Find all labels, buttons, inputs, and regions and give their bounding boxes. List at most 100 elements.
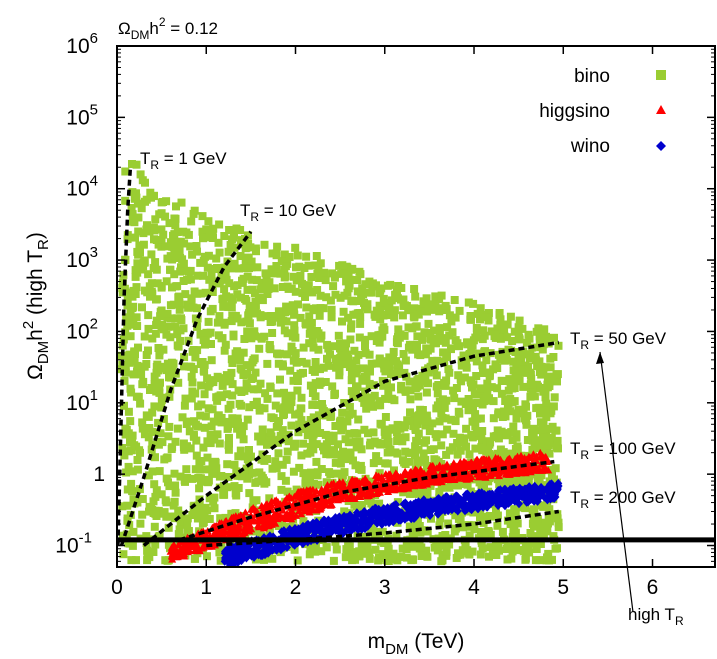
bino-point xyxy=(132,556,140,565)
bino-point xyxy=(543,527,552,536)
bino-point xyxy=(392,531,401,540)
bino-point xyxy=(199,256,208,265)
bino-point xyxy=(199,271,208,280)
wino-point xyxy=(520,491,529,501)
wino-point xyxy=(453,506,462,516)
wino-point xyxy=(403,504,412,514)
bino-point xyxy=(176,337,185,345)
bino-point xyxy=(265,341,274,349)
bino-point xyxy=(172,202,180,211)
bino-point xyxy=(548,439,557,448)
bino-point xyxy=(165,392,174,401)
bino-point xyxy=(357,445,366,454)
bino-point xyxy=(532,545,541,553)
bino-point xyxy=(159,230,168,239)
bino-point xyxy=(494,333,503,342)
bino-point xyxy=(412,341,420,349)
higgsino-point xyxy=(540,464,549,472)
bino-point xyxy=(244,253,253,262)
bino-point xyxy=(347,376,356,385)
bino-point xyxy=(251,478,260,487)
bino-point xyxy=(135,485,144,494)
bino-point xyxy=(540,425,549,434)
bino-point xyxy=(224,417,233,426)
bino-point xyxy=(430,455,439,464)
higgsino-point xyxy=(443,463,452,471)
bino-point xyxy=(531,356,540,365)
higgsino-point xyxy=(172,545,181,553)
axis-ticks: 0 1 2 3 4 5 6 10-1 1 101 102 103 104 105 106 xyxy=(55,30,715,599)
bino-point xyxy=(485,552,493,561)
bino-point xyxy=(311,358,320,366)
bino-point xyxy=(204,217,213,226)
bino-point xyxy=(162,474,171,483)
bino-point xyxy=(248,331,257,340)
bino-point xyxy=(220,320,229,329)
bino-point xyxy=(186,242,195,251)
wino-point xyxy=(328,525,337,535)
bino-point xyxy=(280,326,289,335)
bino-point xyxy=(248,358,257,367)
bino-point xyxy=(287,342,296,351)
bino-point xyxy=(304,261,313,270)
bino-point xyxy=(417,307,425,316)
higgsino-point xyxy=(367,490,375,498)
bino-point xyxy=(144,346,152,355)
bino-point xyxy=(149,223,158,232)
higgsino-point xyxy=(283,509,291,517)
bino-point xyxy=(545,505,554,514)
bino-point xyxy=(548,375,556,384)
bino-point xyxy=(467,430,476,439)
bino-point xyxy=(228,391,237,400)
bino-point xyxy=(201,412,210,421)
bino-point xyxy=(528,445,537,454)
bino-point xyxy=(142,532,151,541)
bino-point xyxy=(150,480,159,489)
bino-point xyxy=(332,363,341,372)
bino-point xyxy=(128,188,137,197)
bino-point xyxy=(122,468,131,477)
bino-point xyxy=(287,391,296,400)
bino-point xyxy=(280,250,289,259)
bino-point xyxy=(255,406,264,415)
bino-point xyxy=(124,407,133,416)
bino-point xyxy=(419,449,428,458)
bino-point xyxy=(157,490,166,499)
bino-point xyxy=(233,281,242,290)
bino-point xyxy=(414,392,423,401)
bino-point xyxy=(280,403,289,412)
bino-point xyxy=(293,386,302,395)
bino-point xyxy=(188,474,197,483)
bino-point xyxy=(528,436,537,445)
bino-point xyxy=(442,450,451,459)
higgsino-point xyxy=(335,493,344,500)
bino-point xyxy=(134,343,142,352)
bino-point xyxy=(128,467,137,476)
bino-point xyxy=(514,352,523,361)
bino-point xyxy=(152,316,161,325)
bino-point xyxy=(406,306,415,315)
bino-point xyxy=(234,386,243,395)
bino-point xyxy=(226,240,235,249)
bino-point xyxy=(401,421,410,430)
bino-point xyxy=(309,480,318,488)
bino-point xyxy=(355,267,364,276)
wino-point xyxy=(228,547,237,557)
higgsino-point xyxy=(522,455,531,463)
bino-point xyxy=(183,520,192,529)
bino-point xyxy=(198,358,207,366)
bino-point xyxy=(290,321,299,330)
bino-point xyxy=(138,418,147,427)
higgsino-point xyxy=(294,489,303,497)
bino-point xyxy=(442,547,451,556)
bino-point xyxy=(227,317,236,326)
bino-point xyxy=(170,469,179,478)
bino-point xyxy=(369,381,378,390)
bino-point xyxy=(327,305,336,314)
bino-point xyxy=(220,285,229,294)
bino-point xyxy=(394,325,403,334)
bino-point xyxy=(244,465,252,474)
bino-point xyxy=(324,431,333,440)
bino-point xyxy=(542,334,551,343)
bino-point xyxy=(297,357,306,366)
